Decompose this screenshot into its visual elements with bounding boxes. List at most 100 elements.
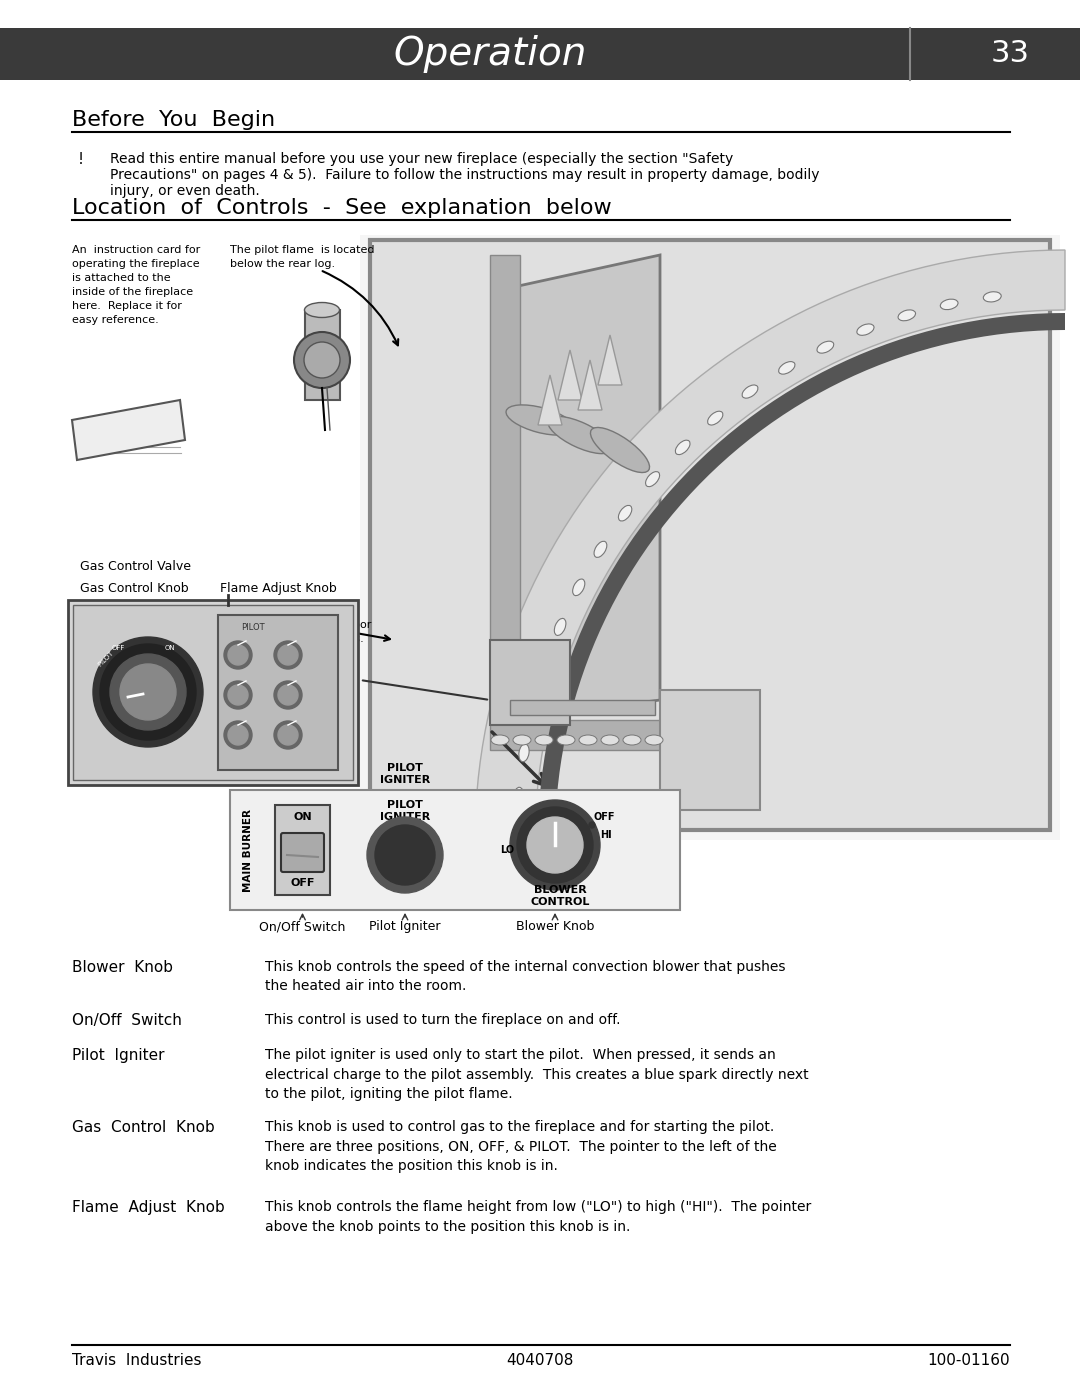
- Ellipse shape: [623, 735, 642, 745]
- Circle shape: [278, 645, 298, 665]
- Ellipse shape: [591, 427, 649, 472]
- Polygon shape: [500, 256, 660, 719]
- Text: Precautions" on pages 4 & 5).  Failure to follow the instructions may result in : Precautions" on pages 4 & 5). Failure to…: [110, 168, 820, 182]
- Polygon shape: [578, 360, 602, 409]
- Text: Open the access door
to view the controls.: Open the access door to view the control…: [249, 620, 372, 644]
- Text: PILOT: PILOT: [97, 650, 114, 668]
- Circle shape: [100, 644, 195, 740]
- Ellipse shape: [513, 735, 531, 745]
- Ellipse shape: [645, 735, 663, 745]
- Circle shape: [527, 817, 583, 873]
- Circle shape: [384, 835, 426, 875]
- Text: MAIN BURNER: MAIN BURNER: [243, 809, 253, 891]
- Ellipse shape: [512, 831, 522, 849]
- FancyBboxPatch shape: [281, 833, 324, 872]
- Ellipse shape: [548, 416, 612, 454]
- Ellipse shape: [856, 324, 874, 335]
- Text: ON: ON: [164, 645, 175, 651]
- Ellipse shape: [600, 735, 619, 745]
- Ellipse shape: [527, 701, 538, 719]
- Ellipse shape: [983, 292, 1001, 302]
- Ellipse shape: [707, 411, 723, 425]
- Polygon shape: [538, 374, 562, 425]
- Text: LO: LO: [500, 845, 514, 855]
- Text: This knob controls the flame height from low ("LO") to high ("HI").  The pointer: This knob controls the flame height from…: [265, 1200, 811, 1234]
- Circle shape: [274, 680, 302, 710]
- Bar: [230, 789, 680, 909]
- Circle shape: [278, 685, 298, 705]
- Bar: [360, 235, 1059, 840]
- Text: Flame Adjust Knob: Flame Adjust Knob: [220, 583, 337, 595]
- Text: Gas  Control  Knob: Gas Control Knob: [72, 1120, 215, 1134]
- Text: Travis  Industries: Travis Industries: [72, 1354, 202, 1368]
- Ellipse shape: [619, 506, 632, 521]
- Polygon shape: [598, 335, 622, 386]
- Text: Blower Knob: Blower Knob: [516, 921, 594, 933]
- Text: !: !: [78, 152, 84, 168]
- Text: Flame  Adjust  Knob: Flame Adjust Knob: [72, 1200, 225, 1215]
- Bar: [275, 805, 330, 895]
- Text: 100-01160: 100-01160: [928, 1354, 1010, 1368]
- Ellipse shape: [572, 578, 584, 595]
- Circle shape: [589, 821, 595, 828]
- Circle shape: [274, 721, 302, 749]
- Circle shape: [224, 680, 252, 710]
- Text: An  instruction card for
operating the fireplace
is attached to the
inside of th: An instruction card for operating the fi…: [72, 244, 200, 326]
- Circle shape: [517, 807, 593, 883]
- Text: Pilot  Igniter: Pilot Igniter: [72, 1048, 164, 1063]
- Text: The pilot igniter is used only to start the pilot.  When pressed, it sends an
el: The pilot igniter is used only to start …: [265, 1048, 809, 1101]
- Ellipse shape: [305, 303, 339, 317]
- Circle shape: [294, 332, 350, 388]
- Text: On/Off Switch: On/Off Switch: [259, 921, 346, 933]
- Text: PILOT
IGNITER: PILOT IGNITER: [380, 763, 430, 785]
- Text: OFF: OFF: [593, 812, 615, 821]
- Text: Gas Control Knob: Gas Control Knob: [80, 583, 189, 595]
- Text: OFF: OFF: [291, 877, 314, 888]
- Bar: [660, 690, 760, 810]
- Bar: [73, 605, 353, 780]
- Bar: [218, 615, 338, 770]
- Ellipse shape: [899, 310, 916, 321]
- Bar: [68, 599, 357, 785]
- Text: BLOWER
CONTROL: BLOWER CONTROL: [530, 886, 590, 907]
- Ellipse shape: [491, 735, 509, 745]
- Circle shape: [93, 637, 203, 747]
- Ellipse shape: [557, 735, 575, 745]
- Ellipse shape: [518, 745, 529, 761]
- Circle shape: [278, 725, 298, 745]
- Ellipse shape: [539, 659, 550, 676]
- Circle shape: [303, 342, 340, 379]
- Circle shape: [228, 645, 248, 665]
- Ellipse shape: [535, 735, 553, 745]
- Text: Before  You  Begin: Before You Begin: [72, 110, 275, 130]
- Ellipse shape: [507, 405, 573, 434]
- Text: The pilot flame  is located
below the rear log.: The pilot flame is located below the rea…: [230, 244, 375, 270]
- Ellipse shape: [579, 735, 597, 745]
- Text: injury, or even death.: injury, or even death.: [110, 184, 260, 198]
- Text: On/Off  Switch: On/Off Switch: [72, 1013, 181, 1028]
- Ellipse shape: [554, 619, 566, 636]
- Bar: [0, 28, 1080, 80]
- Text: ON: ON: [293, 812, 312, 821]
- Polygon shape: [538, 313, 1065, 840]
- Polygon shape: [475, 250, 1065, 840]
- Circle shape: [375, 826, 435, 886]
- Text: 4040708: 4040708: [507, 1354, 573, 1368]
- Bar: [510, 700, 654, 715]
- Bar: [490, 256, 519, 725]
- Circle shape: [224, 721, 252, 749]
- Ellipse shape: [742, 386, 758, 398]
- Circle shape: [120, 664, 176, 719]
- Ellipse shape: [941, 299, 958, 310]
- Circle shape: [224, 641, 252, 669]
- Text: Operation: Operation: [393, 35, 586, 73]
- Text: Read this entire manual before you use your new fireplace (especially the sectio: Read this entire manual before you use y…: [110, 152, 733, 166]
- Bar: [490, 719, 665, 750]
- Circle shape: [274, 641, 302, 669]
- Text: Gas Control Valve: Gas Control Valve: [80, 560, 191, 573]
- Circle shape: [510, 800, 600, 890]
- Bar: [490, 640, 570, 725]
- Circle shape: [110, 654, 186, 731]
- Text: 33: 33: [990, 39, 1029, 68]
- Ellipse shape: [675, 440, 690, 454]
